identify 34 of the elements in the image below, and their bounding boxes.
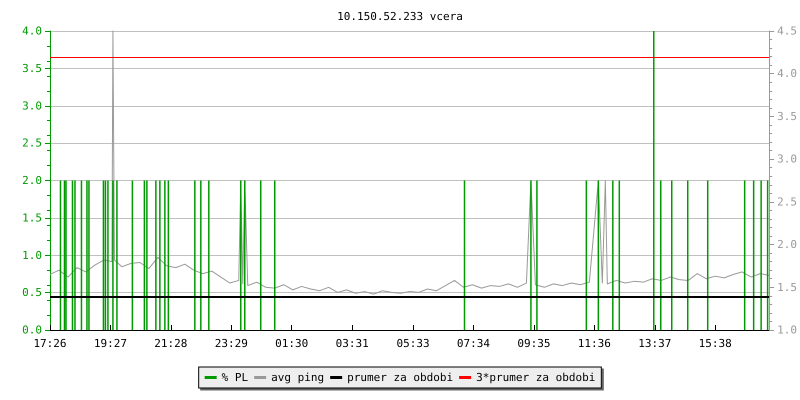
y2-tick-label: 3.0 <box>777 152 798 166</box>
x-tick-label: 23:29 <box>214 337 248 350</box>
legend-label: 3*prumer za obdobi <box>476 371 596 384</box>
y-tick-label: 1.0 <box>22 248 42 262</box>
x-tick-label: 11:36 <box>578 337 611 350</box>
y-tick-label: 3.0 <box>22 99 42 112</box>
y-tick-label: 0.0 <box>22 324 42 336</box>
y-tick-label: 2.5 <box>22 136 42 150</box>
x-tick-label: 01:30 <box>275 337 308 350</box>
x-tick-label: 03:31 <box>336 337 369 350</box>
y-tick-label: 0.5 <box>22 286 42 300</box>
y2-tick-label: 4.5 <box>777 24 798 38</box>
chart-title: 10.150.52.233 vcera <box>337 10 463 23</box>
y-tick-label: 4.0 <box>22 24 42 38</box>
legend-label: prumer za obdobi <box>347 371 454 384</box>
y2-tick-label: 3.5 <box>777 110 798 123</box>
y2-tick-label: 2.5 <box>777 195 798 208</box>
y2-tick-label: 1.5 <box>777 280 798 294</box>
x-tick-label: 07:34 <box>456 337 490 350</box>
legend-label: % PL <box>222 371 249 384</box>
x-tick-label: 09:35 <box>517 337 550 350</box>
y-tick-label: 3.5 <box>22 62 42 75</box>
x-tick-label: 13:37 <box>638 337 672 350</box>
y2-tick-label: 1.0 <box>777 324 798 336</box>
legend-label: avg ping <box>271 371 324 384</box>
x-tick-label: 05:33 <box>396 337 430 350</box>
y2-tick-label: 2.0 <box>777 238 798 252</box>
x-tick-label: 21:28 <box>154 337 188 350</box>
x-tick-label: 17:26 <box>33 337 67 350</box>
x-tick-label: 19:27 <box>94 337 127 350</box>
y-tick-label: 1.5 <box>22 211 42 224</box>
x-tick-label: 15:38 <box>698 337 732 350</box>
y2-tick-label: 4.0 <box>777 67 798 80</box>
y-tick-label: 2.0 <box>22 174 42 187</box>
